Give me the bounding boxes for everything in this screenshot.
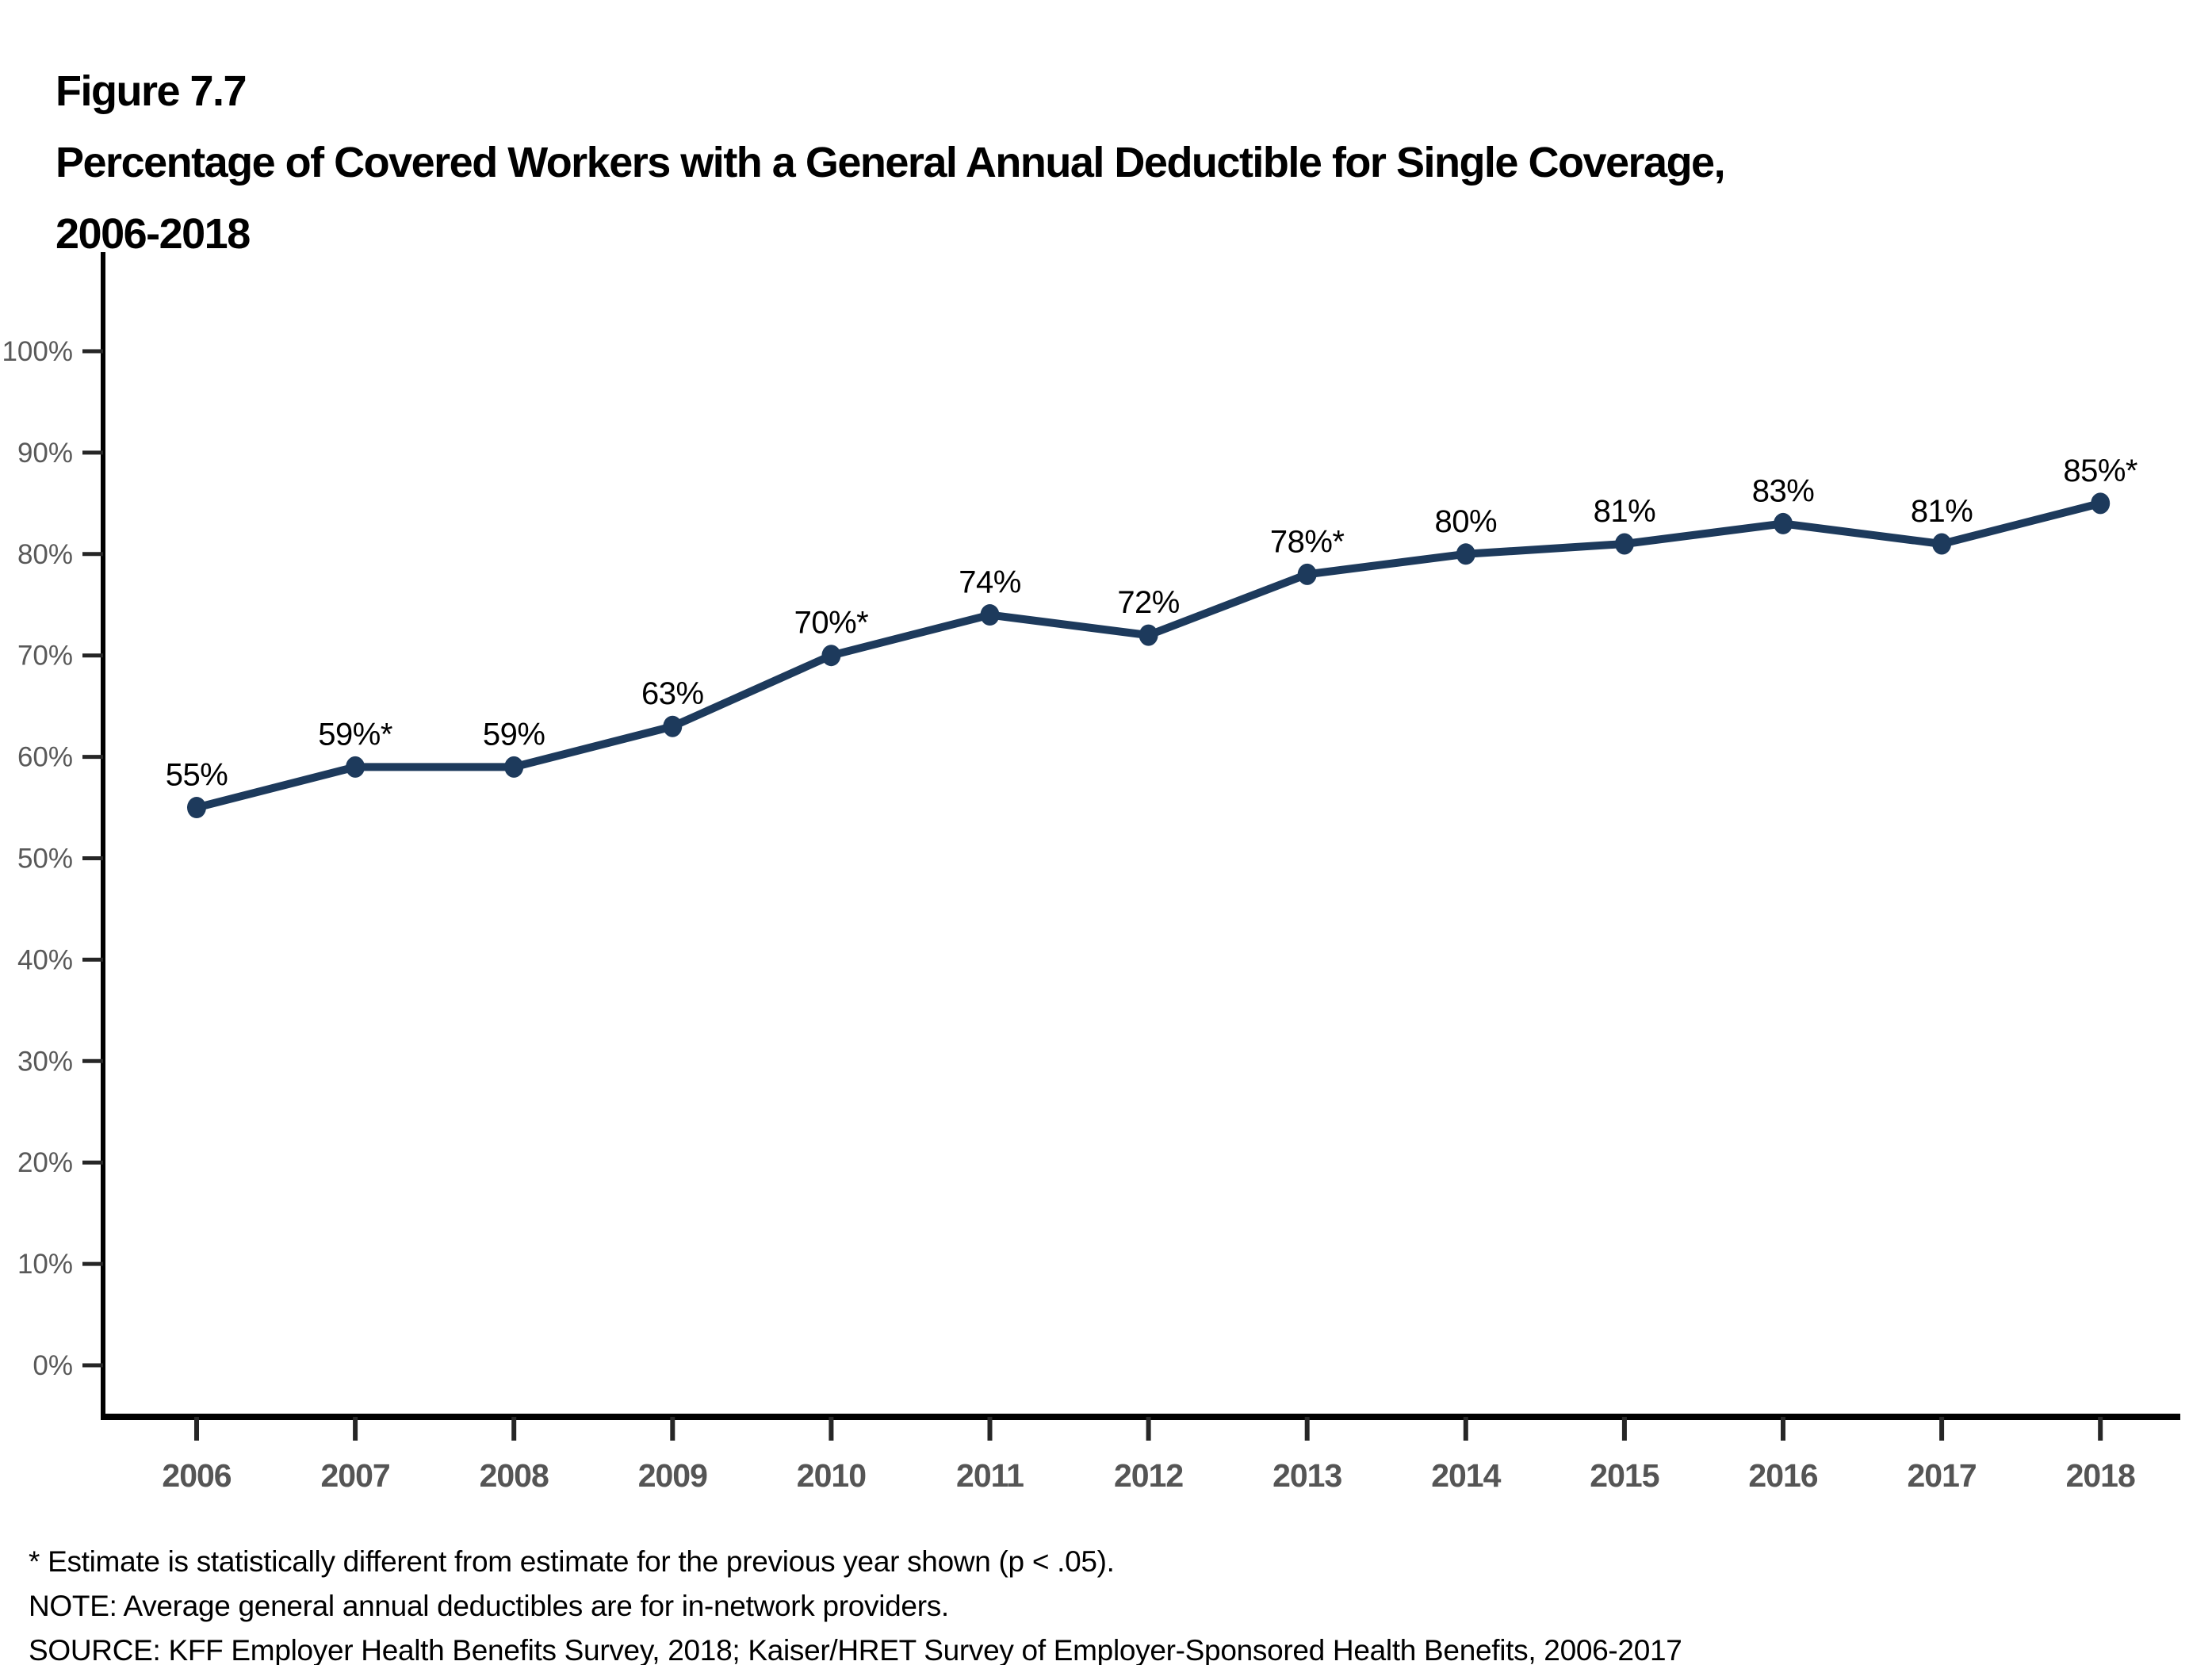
x-tick-label: 2013 xyxy=(1272,1457,1341,1494)
x-tick-label: 2010 xyxy=(797,1457,866,1494)
data-label: 55% xyxy=(166,758,228,793)
y-tick-label: 40% xyxy=(17,944,73,975)
data-label: 72% xyxy=(1117,585,1180,620)
data-point xyxy=(504,756,524,778)
x-tick-label: 2007 xyxy=(320,1457,389,1494)
data-label: 85%* xyxy=(2063,454,2137,488)
x-tick-label: 2012 xyxy=(1114,1457,1183,1494)
data-point xyxy=(1614,533,1634,555)
footnote-source: SOURCE: KFF Employer Health Benefits Sur… xyxy=(29,1634,1682,1665)
y-tick-label: 0% xyxy=(33,1350,73,1381)
data-point xyxy=(1774,512,1793,534)
y-tick-label: 80% xyxy=(17,539,73,570)
data-point xyxy=(1297,563,1317,585)
data-point xyxy=(663,715,683,737)
data-label: 74% xyxy=(959,565,1021,600)
data-point xyxy=(1139,624,1158,646)
y-tick-label: 20% xyxy=(17,1147,73,1178)
y-tick-label: 10% xyxy=(17,1249,73,1280)
data-label: 59%* xyxy=(318,717,392,752)
y-tick-label: 50% xyxy=(17,844,73,875)
data-point xyxy=(346,756,365,778)
data-point xyxy=(821,645,841,667)
footnote-note: NOTE: Average general annual deductibles… xyxy=(29,1590,949,1622)
figure-label: Figure 7.7 xyxy=(55,67,247,115)
data-point xyxy=(980,604,1000,626)
x-tick-label: 2018 xyxy=(2066,1457,2135,1494)
chart-title: Percentage of Covered Workers with a Gen… xyxy=(55,139,1726,186)
y-tick-label: 100% xyxy=(2,336,73,367)
data-label: 63% xyxy=(641,676,704,711)
x-tick-label: 2016 xyxy=(1748,1457,1817,1494)
x-tick-label: 2015 xyxy=(1590,1457,1659,1494)
data-label: 59% xyxy=(483,717,545,752)
data-label: 70%* xyxy=(794,606,869,641)
data-label: 81% xyxy=(1911,494,1973,529)
data-point xyxy=(1932,533,1952,555)
y-tick-label: 30% xyxy=(17,1046,73,1077)
x-tick-label: 2008 xyxy=(480,1457,549,1494)
x-tick-label: 2014 xyxy=(1431,1457,1501,1494)
data-label: 81% xyxy=(1594,494,1656,529)
data-point xyxy=(2091,492,2111,515)
x-tick-label: 2006 xyxy=(162,1457,231,1494)
footnote-significance: * Estimate is statistically different fr… xyxy=(29,1545,1115,1578)
data-point xyxy=(1456,543,1475,565)
chart-header: Figure 7.7 Percentage of Covered Workers… xyxy=(55,56,1726,270)
data-label: 83% xyxy=(1752,473,1815,508)
y-tick-label: 70% xyxy=(17,641,73,672)
chart-subtitle: 2006-2018 xyxy=(55,210,251,258)
data-label: 80% xyxy=(1435,504,1498,539)
x-tick-label: 2011 xyxy=(956,1457,1024,1494)
series-line xyxy=(193,499,2105,812)
data-point xyxy=(187,797,206,819)
y-tick-label: 60% xyxy=(17,742,73,773)
chart-footer: * Estimate is statistically different fr… xyxy=(29,1540,1682,1665)
y-tick-label: 90% xyxy=(17,438,73,469)
data-label: 78%* xyxy=(1270,524,1345,559)
x-tick-label: 2017 xyxy=(1907,1457,1976,1494)
x-tick-label: 2009 xyxy=(638,1457,707,1494)
